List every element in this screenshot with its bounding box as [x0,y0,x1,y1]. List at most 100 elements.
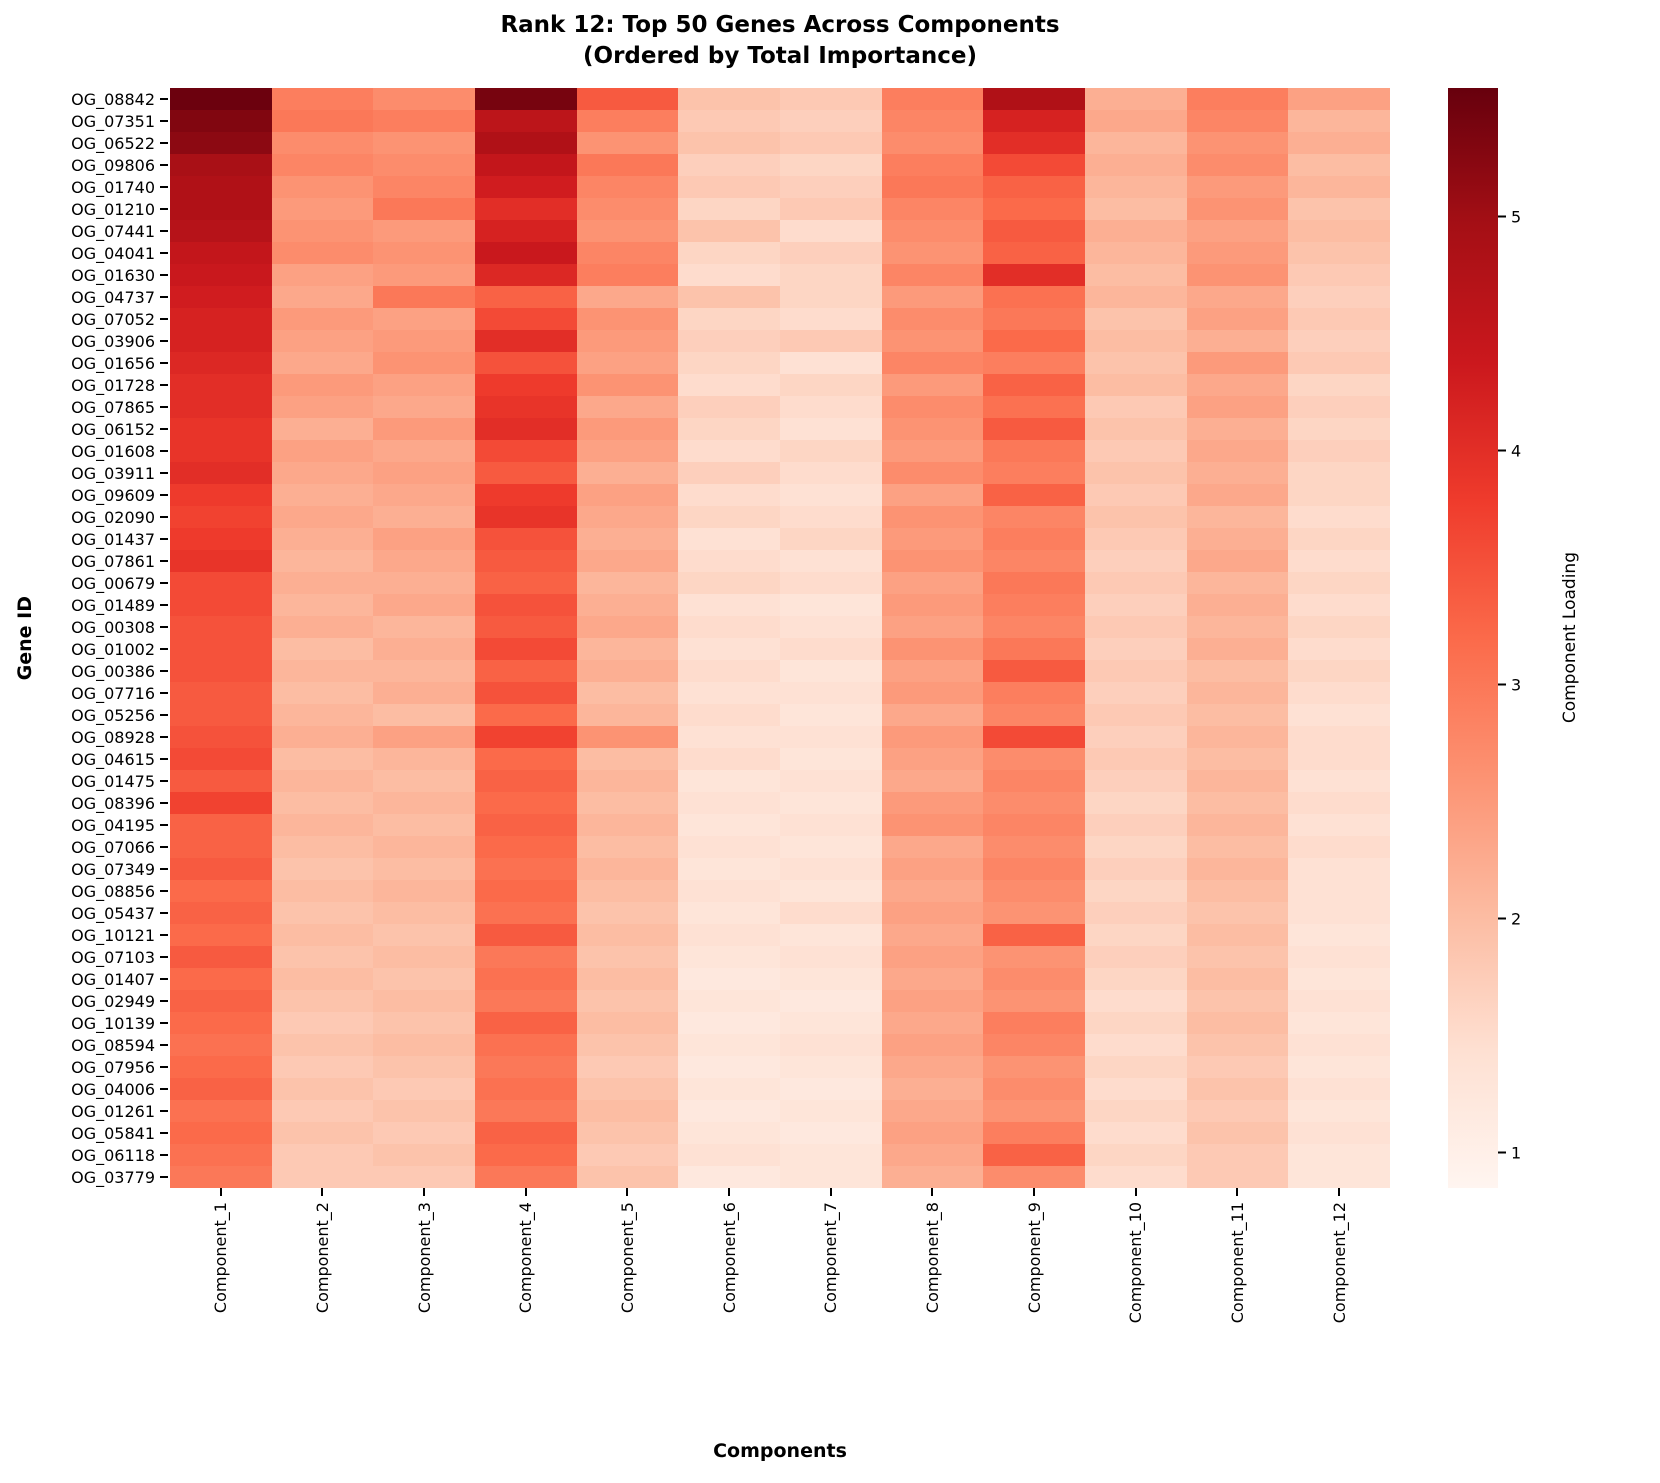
heatmap-cell [474,1166,577,1188]
heatmap-cell [678,418,780,440]
y-tick-mark [160,736,168,738]
heatmap-cell [881,1166,984,1188]
heatmap-cell [678,902,780,924]
component-tick-col: Component_3 [373,1188,475,1388]
heatmap-cell [983,484,1085,506]
y-tick-mark [160,956,168,958]
heatmap-cell [1288,264,1390,286]
heatmap-cell [678,726,780,748]
heatmap-cell [1084,396,1187,418]
heatmap-cell [881,594,984,616]
heatmap-cell [678,374,780,396]
heatmap-cell [271,330,374,352]
gene-label: OG_10121 [71,925,155,945]
heatmap-cell [1186,924,1289,946]
heatmap-cell [678,968,780,990]
component-tick-col: Component_9 [983,1188,1085,1388]
gene-label: OG_01002 [71,639,155,659]
heatmap-cell [271,132,374,154]
heatmap-cell [474,550,577,572]
x-tick-labels: Component_1 Component_2 Component_3 Compone… [170,1188,1390,1388]
heatmap-cell [373,1166,475,1188]
heatmap-cell [373,418,475,440]
heatmap-cell [474,1100,577,1122]
gene-tick-row: OG_01608 [0,440,168,462]
gene-tick-row: OG_09806 [0,154,168,176]
gene-tick-row: OG_05437 [0,902,168,924]
heatmap-cell [983,242,1085,264]
heatmap-cell [170,176,272,198]
gene-label: OG_08396 [71,793,155,813]
heatmap-cell [678,264,780,286]
heatmap-cell [1186,242,1289,264]
heatmap-cell [271,1078,374,1100]
heatmap-cell [779,352,882,374]
heatmap-cell [373,748,475,770]
heatmap-cell [779,660,882,682]
heatmap-cell [170,374,272,396]
gene-label: OG_01489 [71,595,155,615]
heatmap-cell [881,132,984,154]
heatmap-cell [474,836,577,858]
heatmap-cell [1186,748,1289,770]
heatmap-cell [881,374,984,396]
heatmap-cell [779,968,882,990]
heatmap-cell [1288,198,1390,220]
heatmap-cell [1288,902,1390,924]
gene-tick-row: OG_07066 [0,836,168,858]
heatmap-cell [881,726,984,748]
heatmap-cell [373,374,475,396]
heatmap-cell [170,748,272,770]
component-tick-col: Component_1 [170,1188,272,1388]
heatmap-cell [170,1078,272,1100]
gene-tick-row: OG_08928 [0,726,168,748]
heatmap-cell [779,902,882,924]
heatmap-cell [373,264,475,286]
gene-tick-row: OG_07441 [0,220,168,242]
heatmap-cell [1288,880,1390,902]
heatmap-cell [474,682,577,704]
heatmap-cell [170,836,272,858]
heatmap-cell [170,1056,272,1078]
x-tick-mark [1033,1188,1036,1196]
y-tick-mark [160,582,168,584]
heatmap-cell [576,132,679,154]
heatmap-cell [576,1034,679,1056]
heatmap-cell [1084,154,1187,176]
y-tick-mark [160,802,168,804]
heatmap-cell [983,704,1085,726]
y-tick-mark [160,780,168,782]
heatmap-cell [881,550,984,572]
heatmap-cell [271,198,374,220]
heatmap-cell [983,902,1085,924]
gene-tick-row: OG_01630 [0,264,168,286]
heatmap-cell [881,528,984,550]
x-tick-mark [829,1188,832,1196]
heatmap-cell [271,1012,374,1034]
colorbar-tick-label: 2 [1511,909,1522,929]
heatmap-cell [1288,594,1390,616]
heatmap-cell [779,1056,882,1078]
y-tick-mark [160,208,168,210]
heatmap-cell [881,770,984,792]
heatmap-cell [1084,704,1187,726]
heatmap-cell [881,638,984,660]
gene-label: OG_01740 [71,177,155,197]
y-tick-mark [160,912,168,914]
heatmap-cell [373,528,475,550]
heatmap-cell [779,220,882,242]
heatmap-cell [1288,1056,1390,1078]
heatmap-cell [983,154,1085,176]
heatmap-cell [983,968,1085,990]
heatmap-cell [576,374,679,396]
heatmap-cell [170,220,272,242]
heatmap-cell [271,572,374,594]
heatmap-cell [678,616,780,638]
heatmap-cell [576,110,679,132]
heatmap-cell [373,88,475,110]
heatmap-cell [1084,594,1187,616]
heatmap-cell [474,88,577,110]
heatmap-cell [1186,946,1289,968]
gene-label: OG_06118 [71,1145,155,1165]
heatmap-cell [474,704,577,726]
